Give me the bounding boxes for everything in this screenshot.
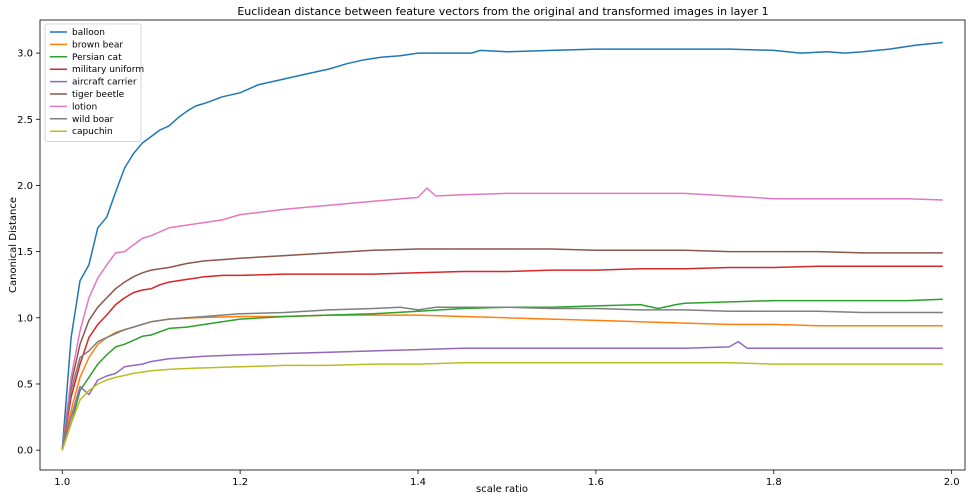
legend-label-wild-boar: wild boar xyxy=(72,115,114,125)
series-line-persian-cat xyxy=(61,298,943,451)
x-tick-label: 1.2 xyxy=(232,477,248,488)
x-tick-label: 2.0 xyxy=(944,477,960,488)
y-tick-label: 3.0 xyxy=(17,49,33,60)
y-tick-label: 1.0 xyxy=(17,313,33,324)
legend-label-lotion: lotion xyxy=(72,102,97,112)
x-tick-label: 1.4 xyxy=(410,477,426,488)
legend-label-brown-bear: brown bear xyxy=(72,40,123,50)
series-line-wild-boar xyxy=(61,306,943,451)
chart-title: Euclidean distance between feature vecto… xyxy=(237,5,768,18)
x-tick-label: 1.8 xyxy=(766,477,782,488)
y-axis-title: Canonical Distance xyxy=(8,197,19,293)
legend-label-capuchin: capuchin xyxy=(72,127,113,137)
legend-label-balloon: balloon xyxy=(72,28,105,38)
plot-frame xyxy=(39,19,966,471)
series-line-tiger-beetle xyxy=(61,248,943,451)
y-tick-label: 2.5 xyxy=(17,115,33,126)
y-tick-label: 0.5 xyxy=(17,379,33,390)
x-axis: 1.0 1.2 1.4 1.6 1.8 2.0 xyxy=(54,470,960,488)
legend-box xyxy=(44,23,142,142)
y-tick-label: 0.0 xyxy=(17,446,33,457)
y-tick-label: 1.5 xyxy=(17,247,33,258)
series-line-aircraft-carrier xyxy=(61,340,943,451)
legend-label-military-uniform: military uniform xyxy=(72,65,144,75)
legend: balloon brown bear Persian cat military uni… xyxy=(44,23,144,142)
y-tick-label: 2.0 xyxy=(17,181,33,192)
series-line-brown-bear xyxy=(61,314,943,451)
legend-label-aircraft-carrier: aircraft carrier xyxy=(72,78,137,88)
series-line-lotion xyxy=(61,187,943,451)
x-tick-label: 1.0 xyxy=(54,477,70,488)
x-axis-title: scale ratio xyxy=(476,484,528,494)
series-line-balloon xyxy=(61,41,943,451)
series-line-military-uniform xyxy=(61,265,943,451)
x-tick-label: 1.6 xyxy=(588,477,604,488)
legend-label-tiger-beetle: tiger beetle xyxy=(72,90,125,100)
legend-label-persian-cat: Persian cat xyxy=(72,53,122,63)
plot-area xyxy=(61,41,943,451)
series-line-capuchin xyxy=(61,362,943,451)
y-axis: 0.0 0.5 1.0 1.5 2.0 2.5 3.0 xyxy=(17,49,40,457)
